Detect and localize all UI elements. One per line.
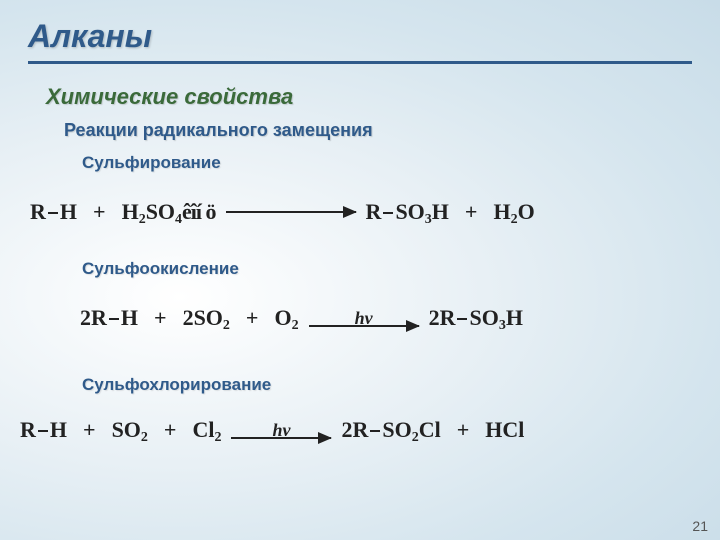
eq-term: H 2 O	[493, 199, 534, 225]
eq-text: SO	[146, 199, 175, 225]
eq-term: R H	[30, 199, 77, 225]
eq-text: 2SO	[183, 305, 223, 331]
plus-icon: +	[154, 305, 167, 331]
eq-text: H	[432, 199, 449, 225]
eq-term: Cl 2	[192, 417, 221, 443]
bond-icon	[38, 430, 48, 433]
eq-text: SO	[395, 199, 424, 225]
eq-text: H	[50, 417, 67, 443]
arrow-icon: hν	[309, 309, 419, 328]
eq-sub: 2	[214, 430, 221, 446]
eq-term: O 2	[274, 305, 298, 331]
eq-term: 2SO 2	[183, 305, 230, 331]
eq-sub: 2	[139, 212, 146, 228]
subtitle: Химические свойства	[46, 84, 720, 110]
eq-text: 2R	[341, 417, 368, 443]
eq-sub: 3	[425, 212, 432, 228]
eq-term: R H	[20, 417, 67, 443]
arrow-line	[226, 211, 356, 214]
bond-icon	[370, 430, 380, 433]
equation-sulfooxidation: 2R H + 2SO 2 + O 2 hν 2R SO 3 H	[80, 305, 720, 331]
eq-text: SO	[382, 417, 411, 443]
section-title-sulfooxidation: Сульфоокисление	[82, 259, 720, 279]
eq-annotation: êîí ö	[182, 199, 216, 225]
eq-sub: 2	[412, 430, 419, 446]
eq-text: R	[20, 417, 36, 443]
eq-text: H	[493, 199, 510, 225]
eq-term: SO 2	[112, 417, 148, 443]
plus-icon: +	[93, 199, 106, 225]
eq-text: O	[274, 305, 291, 331]
plus-icon: +	[83, 417, 96, 443]
eq-text: Cl	[192, 417, 214, 443]
bond-icon	[457, 318, 467, 321]
eq-text: SO	[469, 305, 498, 331]
plus-icon: +	[164, 417, 177, 443]
eq-text: H	[122, 199, 139, 225]
eq-text: HCl	[485, 417, 524, 443]
plus-icon: +	[457, 417, 470, 443]
section-title-sulfonation: Сульфирование	[82, 153, 720, 173]
arrow-icon	[226, 211, 356, 214]
eq-text: R	[366, 199, 382, 225]
eq-term: R SO 3 H	[366, 199, 449, 225]
eq-sub: 2	[141, 430, 148, 446]
eq-sub: 3	[499, 318, 506, 334]
eq-text: Cl	[419, 417, 441, 443]
eq-text: 2R	[80, 305, 107, 331]
eq-sub: 4	[175, 212, 182, 228]
title-underline	[28, 61, 692, 64]
eq-term: 2R SO 2 Cl	[341, 417, 440, 443]
arrow-icon: hν	[231, 421, 331, 440]
bond-icon	[109, 318, 119, 321]
eq-text: 2R	[429, 305, 456, 331]
eq-text: H	[121, 305, 138, 331]
plus-icon: +	[246, 305, 259, 331]
arrow-line	[231, 437, 331, 440]
eq-sub: 2	[223, 318, 230, 334]
eq-text: SO	[112, 417, 141, 443]
bond-icon	[383, 212, 393, 215]
eq-sub: 2	[511, 212, 518, 228]
eq-text: H	[506, 305, 523, 331]
arrow-line	[309, 325, 419, 328]
page-number: 21	[692, 518, 708, 534]
bond-icon	[48, 212, 58, 215]
eq-sub: 2	[292, 318, 299, 334]
eq-term: 2R H	[80, 305, 138, 331]
page-title: Алканы	[28, 18, 720, 55]
eq-term: H 2 SO 4 êîí ö	[122, 199, 216, 225]
eq-text: R	[30, 199, 46, 225]
sub-subtitle: Реакции радикального замещения	[64, 120, 720, 141]
eq-text: O	[518, 199, 535, 225]
equation-sulfochlorination: R H + SO 2 + Cl 2 hν 2R SO 2 Cl + HCl	[20, 417, 720, 443]
eq-term: 2R SO 3 H	[429, 305, 523, 331]
eq-term: HCl	[485, 417, 524, 443]
equation-sulfonation: R H + H 2 SO 4 êîí ö R SO 3 H + H 2 O	[30, 199, 720, 225]
plus-icon: +	[465, 199, 478, 225]
section-title-sulfochlorination: Сульфохлорирование	[82, 375, 720, 395]
eq-text: H	[60, 199, 77, 225]
